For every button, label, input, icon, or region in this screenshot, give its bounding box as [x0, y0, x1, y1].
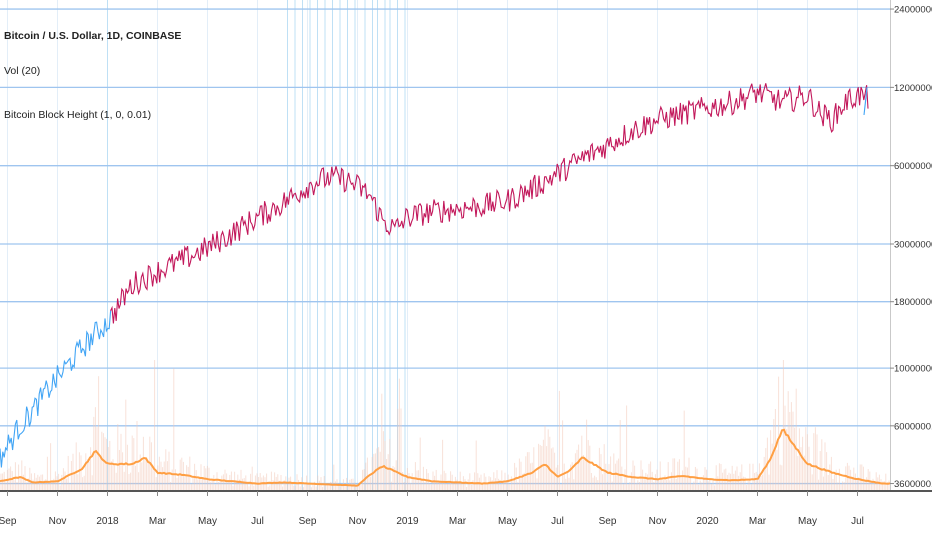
time-axis-labels[interactable]: Sep Nov 2018 Mar May Jul Sep Nov 2019 Mar May Jul Se…	[0, 491, 864, 527]
price-tick-label-4: 18000000.00	[894, 297, 932, 308]
time-tick-label-14: 2020	[696, 516, 719, 527]
time-tick-label-13: Nov	[649, 516, 667, 527]
volume-ma-line	[0, 428, 891, 487]
time-tick-label-0: Sep	[0, 516, 17, 527]
block-height-indicator-label[interactable]: Bitcoin Block Height (1, 0, 0.01)	[4, 109, 152, 121]
time-tick-label-8: 2019	[396, 516, 419, 527]
time-tick-label-7: Nov	[349, 516, 367, 527]
volume-indicator-label[interactable]: Vol (20)	[4, 65, 41, 77]
symbol-title[interactable]: Bitcoin / U.S. Dollar, 1D, COINBASE	[4, 30, 182, 42]
time-tick-label-2: 2018	[96, 516, 119, 527]
price-tick-label-5: 10000000.00	[894, 364, 932, 375]
price-tick-label-1: 120000000.00	[894, 83, 932, 94]
time-tick-label-6: Sep	[299, 516, 317, 527]
block-height-series	[0, 83, 869, 468]
time-tick-label-1: Nov	[49, 516, 67, 527]
time-tick-label-10: May	[498, 516, 517, 527]
price-axis-labels: 240000000.00 120000000.00 60000000.00 30000…	[890, 5, 932, 490]
time-tick-label-15: Mar	[749, 516, 767, 527]
block-height-line-tail	[863, 87, 868, 116]
volume-ma	[0, 428, 891, 487]
block-height-markers	[107, 0, 406, 490]
time-tick-label-12: Sep	[599, 516, 617, 527]
time-tick-label-5: Jul	[251, 516, 264, 527]
axes	[0, 0, 932, 492]
price-tick-label-0: 240000000.00	[894, 5, 932, 16]
price-tick-label-7: 3600000.00	[894, 479, 932, 490]
time-tick-label-16: May	[798, 516, 817, 527]
time-tick-label-3: Mar	[149, 516, 167, 527]
time-tick-label-11: Jul	[551, 516, 564, 527]
block-height-line-falling	[110, 83, 869, 324]
time-tick-label-4: May	[198, 516, 217, 527]
price-tick-label-6: 6000000.00	[894, 421, 932, 432]
volume-bars	[0, 360, 890, 490]
price-tick-label-3: 30000000.00	[894, 239, 932, 250]
price-tick-label-2: 60000000.00	[894, 161, 932, 172]
time-tick-label-9: Mar	[449, 516, 467, 527]
time-tick-label-17: Jul	[851, 516, 864, 527]
block-height-line-rising	[0, 310, 112, 468]
